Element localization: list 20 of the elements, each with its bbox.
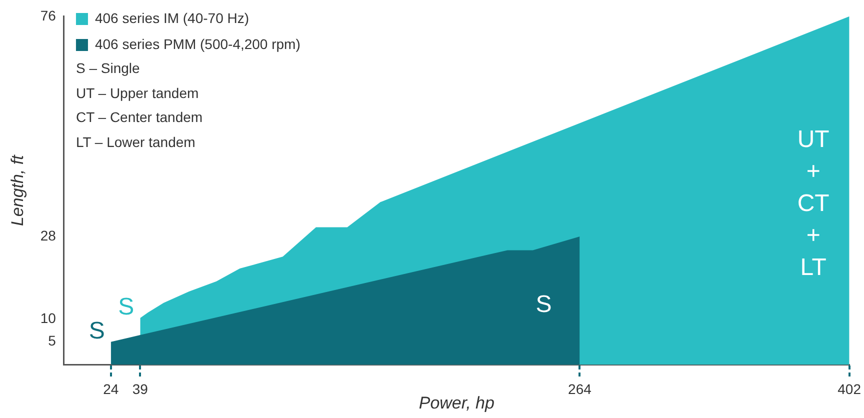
y-tick-label: 76 — [40, 7, 56, 24]
annotation: S — [536, 290, 552, 318]
annotation: S — [118, 294, 134, 321]
x-tick-label: 24 — [103, 381, 119, 398]
y-axis-title: Length, ft — [8, 154, 27, 226]
x-axis-title: Power, hp — [418, 394, 494, 413]
annotation: UT – Upper tandem — [76, 84, 200, 103]
annotation: UT + CT + LT — [797, 126, 830, 281]
x-tick-label: 264 — [568, 381, 592, 398]
annotation: LT – Lower tandem — [76, 132, 196, 152]
x-tick-label: 39 — [132, 381, 148, 398]
y-tick-label: 5 — [48, 332, 56, 349]
y-tick-label: 28 — [40, 227, 56, 244]
legend-label: 406 series PMM (500-4,200 rpm) — [94, 36, 300, 52]
y-tick-label: 10 — [40, 310, 56, 326]
annotation: CT – Center tandem — [76, 108, 203, 127]
annotation: S — [88, 318, 105, 345]
x-tick-label: 402 — [838, 381, 862, 398]
legend-label: 406 series IM (40-70 Hz) — [94, 10, 250, 26]
annotation: S – Single — [76, 59, 141, 78]
